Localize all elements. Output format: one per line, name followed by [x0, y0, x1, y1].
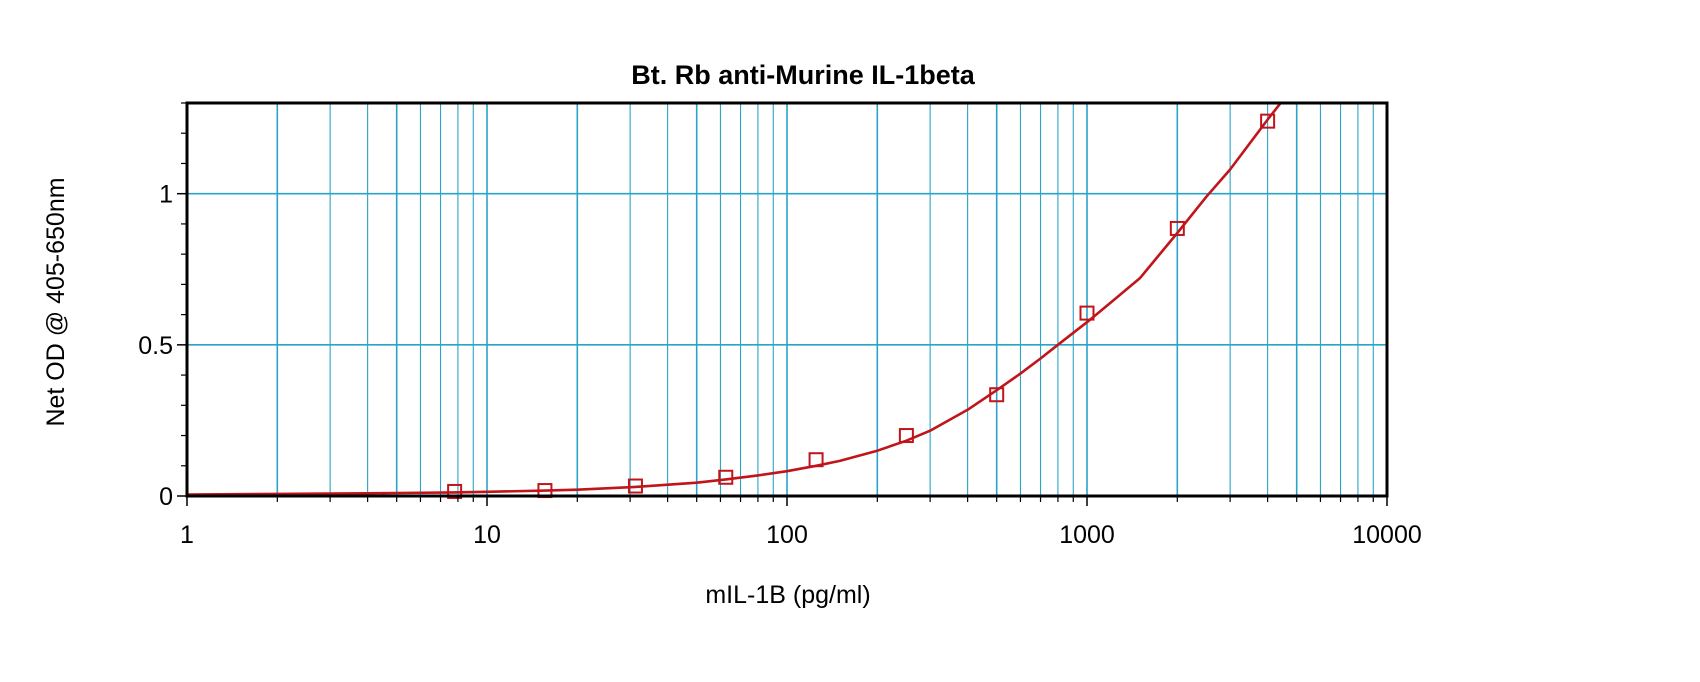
fit-curve	[187, 103, 1283, 496]
data-point	[1079, 305, 1095, 321]
y-tick-label: 1	[159, 181, 173, 209]
x-tick-label: 1	[180, 521, 194, 549]
y-axis-label: Net OD @ 405-650nm	[42, 177, 70, 426]
grid	[187, 103, 1387, 496]
data-point	[1169, 220, 1185, 236]
data-point	[627, 478, 643, 494]
x-tick-label: 10000	[1352, 521, 1422, 549]
x-axis-label: mIL-1B (pg/ml)	[705, 581, 870, 609]
y-tick-label: 0	[159, 483, 173, 511]
chart-title: Bt. Rb anti-Murine IL-1beta	[631, 60, 975, 90]
x-tick-label: 10	[473, 521, 501, 549]
data-point	[447, 483, 463, 499]
ticks: 1 10 100 1000 10000 0 0.5 1	[138, 102, 1422, 549]
x-tick-label: 100	[766, 521, 808, 549]
y-tick-label: 0.5	[138, 332, 173, 360]
fit-curve-layer	[187, 103, 1283, 496]
data-point	[989, 387, 1005, 403]
data-point	[808, 452, 824, 468]
data-point	[1260, 113, 1276, 129]
data-point	[898, 428, 914, 444]
data-point	[718, 469, 734, 485]
data-points	[447, 113, 1276, 499]
x-tick-label: 1000	[1059, 521, 1115, 549]
